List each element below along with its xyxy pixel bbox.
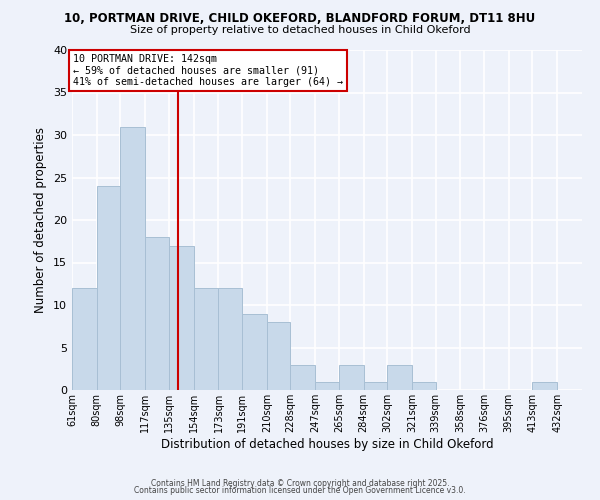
Bar <box>412 382 436 390</box>
Y-axis label: Number of detached properties: Number of detached properties <box>34 127 47 313</box>
Text: Size of property relative to detached houses in Child Okeford: Size of property relative to detached ho… <box>130 25 470 35</box>
Bar <box>339 364 364 390</box>
Bar <box>194 288 218 390</box>
Bar <box>290 364 315 390</box>
Text: 10, PORTMAN DRIVE, CHILD OKEFORD, BLANDFORD FORUM, DT11 8HU: 10, PORTMAN DRIVE, CHILD OKEFORD, BLANDF… <box>64 12 536 26</box>
Bar <box>121 126 145 390</box>
Bar <box>242 314 267 390</box>
Text: Contains HM Land Registry data © Crown copyright and database right 2025.: Contains HM Land Registry data © Crown c… <box>151 478 449 488</box>
Text: Contains public sector information licensed under the Open Government Licence v3: Contains public sector information licen… <box>134 486 466 495</box>
Bar <box>315 382 339 390</box>
Bar <box>72 288 97 390</box>
Bar <box>145 237 169 390</box>
Bar <box>97 186 121 390</box>
Bar <box>387 364 412 390</box>
Bar <box>267 322 290 390</box>
Bar <box>218 288 242 390</box>
Bar <box>169 246 194 390</box>
X-axis label: Distribution of detached houses by size in Child Okeford: Distribution of detached houses by size … <box>161 438 493 450</box>
Bar <box>532 382 557 390</box>
Text: 10 PORTMAN DRIVE: 142sqm
← 59% of detached houses are smaller (91)
41% of semi-d: 10 PORTMAN DRIVE: 142sqm ← 59% of detach… <box>73 54 343 88</box>
Bar <box>364 382 387 390</box>
